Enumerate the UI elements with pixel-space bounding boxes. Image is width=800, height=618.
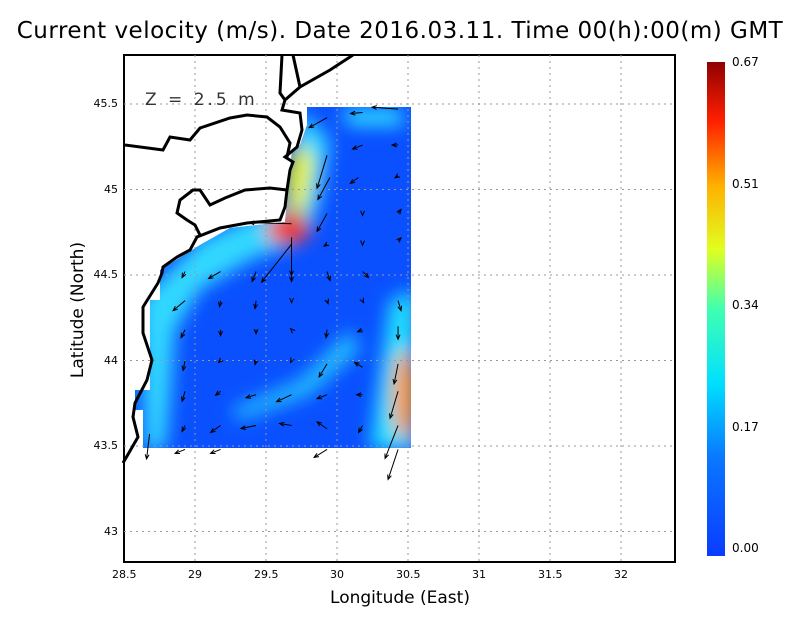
velocity-arrow [362, 271, 370, 279]
colorbar-tick-label: 0.51 [732, 176, 759, 191]
y-axis-label: Latitude (North) [68, 241, 88, 379]
velocity-vectors [144, 105, 403, 481]
velocity-arrow [324, 329, 329, 339]
x-axis-label: Longitude (East) [330, 588, 470, 608]
velocity-arrow [324, 298, 329, 305]
y-tick-label: 44.5 [93, 268, 119, 281]
velocity-arrow [397, 300, 403, 312]
colorbar-tick-label: 0.00 [732, 541, 759, 555]
velocity-arrow [396, 236, 402, 243]
x-tick-label: 31.5 [538, 568, 563, 581]
velocity-arrow [218, 329, 223, 338]
velocity-arrow [251, 271, 257, 283]
velocity-arrow [360, 210, 365, 217]
velocity-arrow [253, 300, 258, 310]
velocity-arrow [289, 327, 296, 334]
velocity-arrow [248, 220, 292, 226]
velocity-arrow [144, 433, 151, 461]
y-tick-label: 43 [104, 524, 118, 538]
y-tick-label: 45.5 [93, 97, 119, 110]
y-tick-label: 44 [104, 353, 118, 367]
x-tick-label: 28.5 [112, 568, 137, 581]
velocity-arrow [217, 357, 224, 364]
velocity-arrow [316, 421, 328, 430]
colorbar [707, 62, 725, 556]
velocity-arrow [181, 391, 186, 403]
velocity-arrow [349, 110, 363, 116]
velocity-arrow [181, 425, 187, 433]
velocity-arrow [390, 142, 399, 148]
velocity-arrow [315, 394, 328, 400]
velocity-arrow [395, 326, 401, 341]
x-tick-label: 32 [614, 568, 628, 581]
velocity-arrow [239, 424, 257, 430]
velocity-arrow [316, 155, 328, 190]
velocity-arrow [207, 271, 221, 280]
figure-title: Current velocity (m/s). Date 2016.03.11.… [16, 18, 784, 44]
velocity-arrow [351, 144, 363, 150]
velocity-arrow [389, 391, 399, 420]
y-tick-label: 45 [104, 182, 118, 196]
velocity-arrow [217, 300, 223, 308]
velocity-arrow [393, 173, 401, 179]
x-tick-label: 29 [188, 568, 202, 581]
velocity-arrow [181, 271, 187, 279]
y-tick-label: 43.5 [93, 439, 119, 452]
velocity-arrow [181, 360, 187, 372]
velocity-arrow [326, 271, 331, 282]
colorbar-tick-label: 0.34 [732, 298, 759, 312]
velocity-arrow [359, 297, 365, 304]
velocity-arrow [396, 208, 402, 215]
velocity-arrow [214, 390, 221, 397]
velocity-arrow [317, 177, 331, 201]
velocity-arrow [289, 357, 295, 364]
velocity-arrow [349, 177, 359, 185]
velocity-arrow [312, 448, 328, 459]
velocity-arrow [289, 271, 294, 283]
x-tick-label: 30.5 [396, 568, 421, 581]
velocity-arrow [384, 425, 399, 460]
velocity-arrow [275, 394, 292, 403]
depth-label: Z = 2.5 m [145, 90, 258, 110]
x-tick-label: 30 [330, 568, 344, 581]
velocity-arrow [307, 117, 328, 129]
velocity-arrow [253, 359, 259, 366]
velocity-arrow [180, 329, 186, 339]
velocity-arrow [322, 241, 330, 247]
velocity-arrow [209, 448, 221, 455]
velocity-arrow [253, 328, 259, 336]
velocity-arrow [318, 363, 328, 379]
velocity-arrow [370, 105, 399, 110]
velocity-arrow [355, 392, 363, 398]
velocity-arrow [392, 363, 399, 386]
grid-lines [124, 55, 675, 562]
velocity-arrow [289, 297, 294, 304]
coastline [121, 53, 354, 464]
velocity-arrow [356, 327, 363, 333]
velocity-arrow [353, 361, 363, 368]
velocity-arrow [278, 421, 292, 427]
velocity-arrow [260, 243, 292, 284]
velocity-arrow [172, 300, 186, 312]
velocity-arrow [316, 213, 328, 233]
velocity-arrow [209, 425, 221, 434]
velocity-arrow [357, 425, 363, 434]
velocity-arrow [244, 394, 257, 399]
x-tick-label: 29.5 [254, 568, 279, 581]
x-tick-label: 31 [472, 568, 486, 581]
velocity-arrow [387, 449, 399, 481]
velocity-arrow [173, 448, 186, 455]
colorbar-tick-label: 0.17 [732, 419, 759, 434]
velocity-arrow [360, 240, 365, 247]
colorbar-tick-label: 0.67 [732, 55, 759, 69]
